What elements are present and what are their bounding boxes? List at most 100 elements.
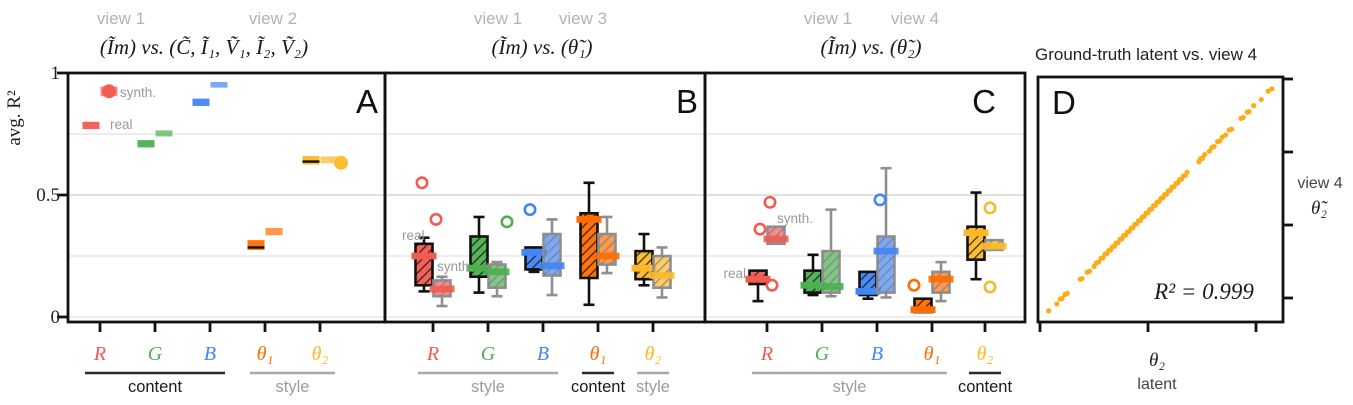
median-bar [576,216,602,223]
median-bar [631,264,657,272]
box-hatch [415,243,433,286]
category-label-A: θ₁ [257,343,274,365]
panel-frame-C [703,71,1027,324]
median-bar [429,285,455,293]
scatter-point [1228,126,1235,132]
y-axis-label: avg. R² [4,90,25,146]
median-bar [745,275,771,283]
scatter-point [1211,144,1217,150]
scatter-point [1269,86,1275,92]
category-label-C: G [815,343,830,365]
d-xlabel-theta2: θ₂ [1149,350,1165,371]
outlier-ring [983,280,997,294]
outlier-ring [415,176,429,190]
box-real [192,98,210,106]
median-bar [818,283,844,290]
panel-a-synth-label: synth. [120,85,156,100]
panel-b-real-label: real [402,228,425,243]
box-synth [155,130,173,137]
scatter-point [1265,88,1271,94]
scatter-point [1059,295,1065,302]
scatter-point [1100,255,1106,261]
group-label: content [958,378,1013,396]
median-line [302,160,320,163]
panel-c-synth-label: synth. [777,211,813,226]
category-label-B: θ₁ [590,343,607,365]
median-bar [466,264,492,272]
category-label-B: θ₂ [645,343,662,365]
outlier-ring [873,193,887,207]
category-label-B: R [426,343,439,365]
box-hatch [822,251,840,293]
panel-c-view-tag-1: view 1 [804,9,852,28]
outlier-ring [523,203,537,217]
group-label: style [636,378,670,396]
scatter-point [1240,114,1246,121]
outlier-dot [334,155,348,170]
panel-frame-A [66,71,387,324]
panel-c-title: (Ĩm) vs. (θ̃₂) [821,35,922,59]
group-label: content [128,378,183,396]
y-tick-0.5: 0.5 [36,185,60,206]
category-label-C: R [760,343,773,365]
scatter-point [1217,138,1223,144]
box-hatch [543,234,561,276]
outlier-ring [765,278,779,292]
category-label-C: θ₁ [924,343,941,365]
outlier-ring [907,278,921,292]
panel-a-real-label: real [110,117,133,132]
median-bar [484,268,510,276]
median-bar [763,235,789,243]
median-bar [411,252,437,260]
group-label: content [571,378,626,396]
box-real [247,240,265,250]
category-label-A: B [204,343,216,365]
scatter-point [1184,169,1190,175]
group-label: style [471,378,505,396]
median-bar [963,229,989,237]
category-label-A: G [148,343,163,365]
scatter-point [1046,308,1052,314]
median-bar [855,287,881,295]
group-label: style [276,378,310,396]
scatter-point [1251,103,1257,109]
box-hatch [598,234,616,265]
median-bar [539,262,565,270]
panel-c-real-label: real [723,266,746,281]
outlier-ring [753,222,767,236]
median-bar [981,242,1007,250]
panel-b-synth-label: synth. [437,259,473,274]
category-label-B: G [481,343,496,365]
panel-b-view-tag-2: view 3 [559,9,607,28]
median-line [247,246,265,249]
box-synth [265,227,283,236]
outlier-ring [429,212,443,226]
panel-a-view-tag-1: view 1 [97,9,145,28]
median-bar [873,247,899,255]
scatter-point [1202,151,1208,158]
panel-c-letter: C [972,83,996,120]
category-label-C: θ₂ [977,343,994,365]
box-hatch [580,213,598,278]
scatter-point [1199,155,1206,161]
panel-b-title: (Ĩm) vs. (θ̃₁) [492,35,593,59]
panel-a-view-tag-2: view 2 [249,9,297,28]
panel-frame-D [1036,75,1285,324]
category-label-C: B [871,343,883,365]
category-label-A: R [93,343,106,365]
panel-b-view-tag-1: view 1 [474,9,522,28]
box-real [82,121,100,130]
category-label-A: θ₂ [312,343,329,365]
y-tick-0: 0 [51,307,61,328]
outlier-dot [102,84,116,99]
box-hatch [488,264,506,288]
box-synth [210,82,228,88]
r2-annotation: R² = 0.999 [1153,279,1254,304]
scatter-point [1206,148,1213,154]
d-ylabel-view4: view 4 [1297,175,1342,192]
outlier-ring [983,201,997,215]
y-tick-1: 1 [51,63,61,84]
